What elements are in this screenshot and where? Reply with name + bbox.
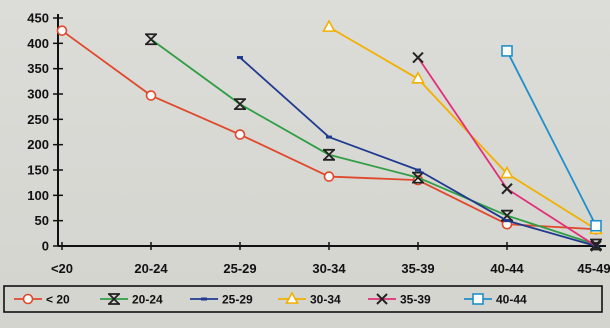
data-point: [145, 33, 157, 46]
legend-entry: 20-24: [100, 293, 163, 307]
legend-label: 30-34: [310, 293, 341, 307]
legend-label: 25-29: [222, 293, 253, 307]
legend-label: 20-24: [132, 293, 163, 307]
data-point: [323, 171, 335, 182]
x-tick-label: <20: [51, 261, 73, 276]
legend-label: 35-39: [400, 293, 431, 307]
legend-label: < 20: [46, 293, 70, 307]
data-point: [501, 183, 513, 195]
legend-entry: < 20: [14, 293, 70, 307]
legend-box: [3, 285, 603, 313]
y-tick-label: 350: [27, 61, 49, 76]
series-line: [61, 29, 597, 231]
data-point: [411, 71, 425, 84]
series-line: [417, 57, 597, 247]
y-tick-label: 200: [27, 137, 49, 152]
data-point: [322, 19, 336, 32]
x-tick-label: 30-34: [312, 261, 346, 276]
legend: < 20 20-24 25-29 30-34 35-39 40-44: [3, 285, 603, 313]
x-tick-label: 25-29: [223, 261, 256, 276]
y-tick-label: 400: [27, 36, 49, 51]
data-point: [590, 238, 602, 251]
y-tick-label: 100: [27, 188, 49, 203]
series-line: [506, 50, 597, 227]
y-axis: 0 50 100 150 200 250 300 350 400 450: [27, 11, 63, 254]
x-axis: <20 20-24 25-29 30-34 35-39 40-44 45-49: [51, 242, 610, 276]
data-point: [234, 98, 246, 111]
legend-marker: [376, 293, 388, 305]
data-point: [56, 25, 68, 36]
legend-marker: [108, 293, 120, 305]
series-25-29: [237, 56, 599, 248]
series-line: [239, 56, 597, 247]
series-20: [56, 25, 602, 235]
data-point: [501, 209, 513, 222]
legend-marker: [472, 293, 484, 305]
series-layer: [56, 19, 603, 252]
legend-marker: [22, 293, 34, 305]
x-tick-label: 20-24: [134, 261, 168, 276]
y-tick-label: 250: [27, 112, 49, 127]
data-point: [323, 148, 335, 161]
data-point: [145, 90, 157, 101]
data-point: [590, 240, 602, 252]
x-tick-label: 35-39: [401, 261, 434, 276]
legend-entry: 40-44: [464, 293, 527, 307]
y-tick-label: 50: [35, 213, 49, 228]
x-tick-label: 40-44: [490, 261, 524, 276]
y-tick-label: 450: [27, 11, 49, 26]
series-line: [150, 38, 597, 246]
legend-marker: [285, 291, 299, 304]
x-tick-label: 45-49: [577, 261, 610, 276]
data-point: [234, 129, 246, 140]
data-point: [412, 171, 424, 184]
y-tick-label: 150: [27, 163, 49, 178]
series-20-24: [145, 33, 602, 251]
legend-label: 40-44: [496, 293, 527, 307]
y-tick-label: 300: [27, 87, 49, 102]
series-line: [328, 26, 597, 231]
series-35-39: [412, 51, 602, 252]
legend-entry: 25-29: [190, 293, 253, 307]
data-point: [590, 219, 602, 232]
y-tick-label: 0: [42, 239, 49, 254]
data-point: [412, 51, 424, 64]
legend-entry: 30-34: [278, 291, 341, 307]
data-point: [501, 45, 513, 57]
legend-entry: 35-39: [368, 293, 431, 307]
data-point: [500, 165, 514, 179]
series-40-44: [501, 45, 602, 232]
